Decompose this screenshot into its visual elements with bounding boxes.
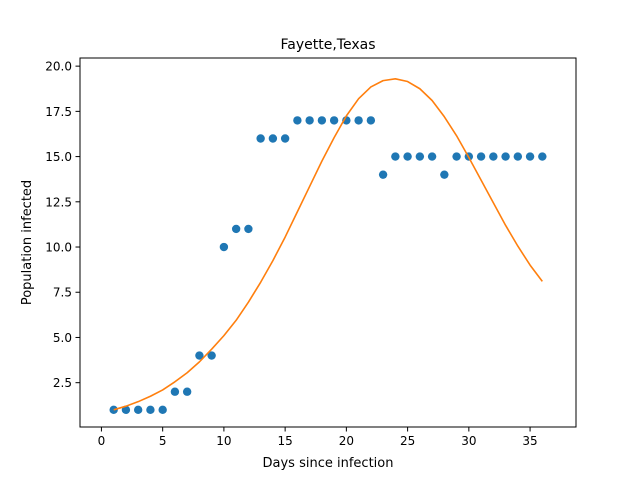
x-tick-label: 0 <box>98 434 106 448</box>
y-tick-label: 20.0 <box>45 60 72 74</box>
y-tick-label: 15.0 <box>45 150 72 164</box>
data-point <box>440 170 449 179</box>
y-axis: 2.5 5.0 7.5 10.0 12.5 15.0 17.5 20.0 <box>45 60 80 390</box>
chart-title: Fayette,Texas <box>281 37 376 53</box>
data-point <box>366 116 376 125</box>
data-point <box>378 170 388 179</box>
data-point <box>476 152 486 161</box>
data-point <box>427 152 437 161</box>
x-tick-label: 25 <box>400 434 415 448</box>
x-tick-label: 35 <box>522 434 537 448</box>
data-point <box>219 242 229 252</box>
data-point <box>170 387 180 396</box>
plot-frame <box>79 57 577 428</box>
data-point <box>489 152 498 161</box>
y-tick-label: 12.5 <box>45 195 72 209</box>
data-point <box>317 116 327 125</box>
data-point <box>182 387 192 396</box>
y-tick-label: 10.0 <box>45 241 72 255</box>
plot-area <box>109 78 547 415</box>
data-point <box>146 405 155 415</box>
data-point <box>195 351 204 360</box>
data-point <box>452 152 461 161</box>
x-tick-label: 10 <box>216 434 231 448</box>
data-point <box>231 224 241 234</box>
fit-line <box>113 78 543 411</box>
data-point <box>538 152 547 161</box>
x-tick-label: 30 <box>461 434 476 448</box>
y-axis-label: Population infected <box>20 180 35 305</box>
data-point <box>256 134 265 143</box>
data-point <box>525 152 535 161</box>
data-point <box>280 134 290 143</box>
data-point <box>268 134 278 143</box>
data-point <box>121 405 131 415</box>
data-point <box>133 405 143 415</box>
x-tick-label: 15 <box>277 434 292 448</box>
y-tick-label: 7.5 <box>53 286 72 300</box>
data-point <box>391 152 400 161</box>
x-tick-label: 20 <box>339 434 354 448</box>
x-axis-label: Days since infection <box>263 456 394 471</box>
data-point <box>244 224 253 234</box>
data-point <box>501 152 510 161</box>
data-point <box>513 152 523 161</box>
data-point <box>158 405 167 415</box>
data-point <box>329 116 339 125</box>
x-tick-label: 5 <box>159 434 167 448</box>
x-axis: 0 5 10 15 20 25 30 35 <box>98 427 538 448</box>
y-tick-label: 17.5 <box>45 105 72 119</box>
data-point <box>293 116 302 125</box>
data-point <box>403 152 412 161</box>
data-point <box>207 351 216 360</box>
data-point <box>415 152 425 161</box>
data-point <box>354 116 363 125</box>
data-point <box>305 116 314 125</box>
y-tick-label: 5.0 <box>53 331 72 345</box>
y-tick-label: 2.5 <box>53 376 72 390</box>
